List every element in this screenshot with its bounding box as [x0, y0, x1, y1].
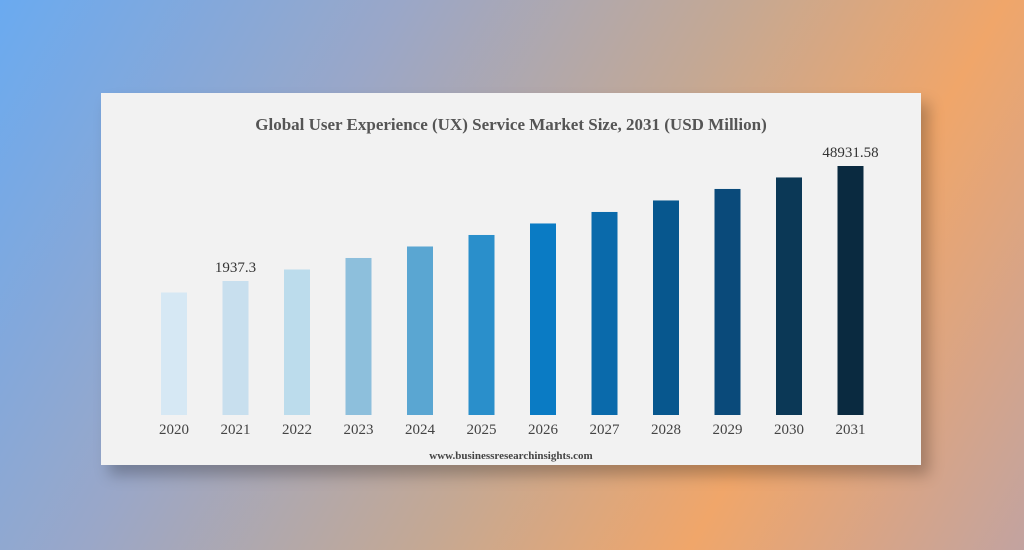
x-tick-label: 2024	[405, 422, 436, 438]
x-tick-label: 2022	[282, 422, 312, 438]
data-label: 48931.58	[822, 145, 878, 161]
bar-2022	[284, 269, 310, 415]
bar-2026	[530, 223, 556, 415]
chart-title: Global User Experience (UX) Service Mark…	[255, 115, 767, 134]
bar-2021	[222, 281, 249, 415]
x-tick-label: 2020	[159, 422, 189, 438]
bar-2031	[837, 166, 864, 415]
x-tick-label: 2026	[528, 422, 559, 438]
x-tick-label: 2025	[467, 422, 497, 438]
data-label: 1937.3	[215, 260, 256, 276]
bar-2029	[714, 188, 741, 415]
bar-2027	[591, 211, 618, 415]
bar-2028	[653, 200, 679, 415]
x-tick-label: 2029	[713, 422, 743, 438]
bar-2024	[407, 246, 433, 415]
x-tick-label: 2031	[836, 422, 866, 438]
x-tick-label: 2023	[344, 422, 374, 438]
chart-card: Global User Experience (UX) Service Mark…	[101, 93, 921, 465]
source-url: www.businessresearchinsights.com	[429, 450, 593, 462]
bar-2025	[468, 234, 495, 415]
bar-2030	[776, 177, 802, 415]
x-tick-label: 2021	[221, 422, 251, 438]
bar-2020	[161, 292, 187, 415]
x-tick-label: 2028	[651, 422, 681, 438]
x-tick-label: 2027	[590, 422, 621, 438]
bar-chart: 2020 2021 1937.3 2022 2023 2024 2025 2026 2027 20…	[159, 145, 879, 438]
bar-2023	[345, 257, 372, 415]
x-tick-label: 2030	[774, 422, 804, 438]
